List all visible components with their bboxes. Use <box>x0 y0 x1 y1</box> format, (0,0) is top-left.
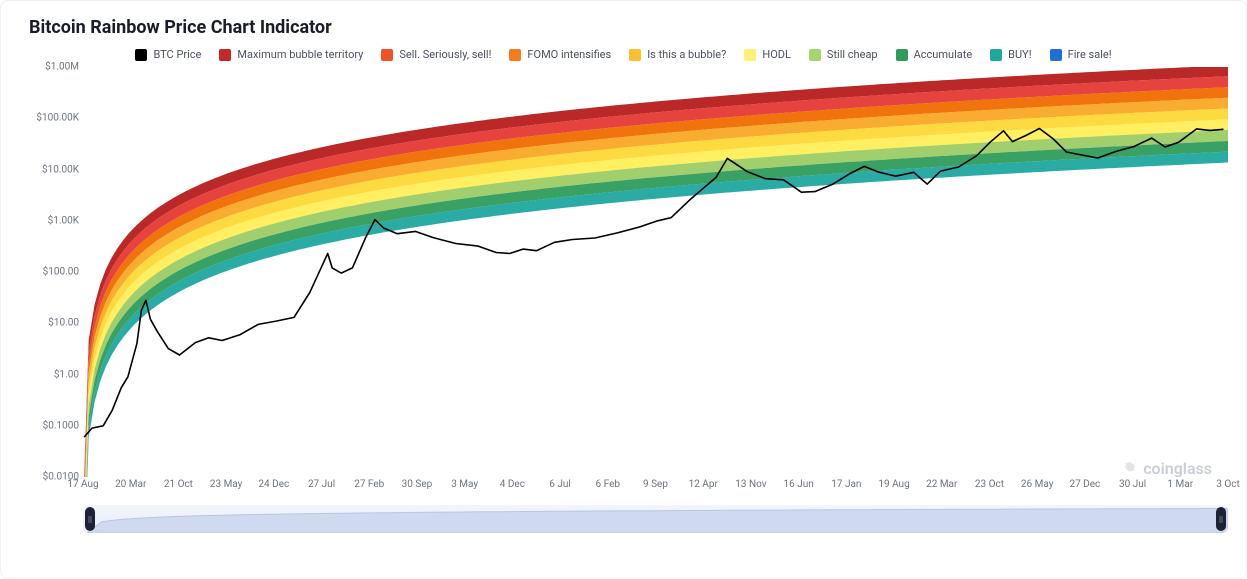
plot-area: $0.0100$0.1000$1.00$10.00$100.00$1.00K$1… <box>19 67 1228 477</box>
legend-swatch <box>219 49 231 61</box>
x-tick-label: 3 Oct <box>1216 479 1240 490</box>
x-tick-label: 30 Sep <box>402 479 433 490</box>
y-tick-label: $1.00K <box>48 215 79 226</box>
legend-item[interactable]: BTC Price <box>135 48 201 61</box>
x-tick-label: 27 Jul <box>308 479 335 490</box>
legend-label: Fire sale! <box>1068 48 1112 61</box>
logo-icon <box>1119 460 1137 478</box>
brush-handle-left[interactable]: || <box>85 507 95 531</box>
plot-canvas[interactable] <box>83 67 1228 477</box>
legend-swatch <box>896 49 908 61</box>
watermark-text: coinglass <box>1143 459 1212 478</box>
x-tick-label: 9 Sep <box>643 479 668 490</box>
legend-label: Maximum bubble territory <box>237 48 363 61</box>
legend-swatch <box>629 49 641 61</box>
x-tick-label: 6 Jul <box>549 479 571 490</box>
legend-item[interactable]: HODL <box>744 48 791 61</box>
x-tick-label: 22 Mar <box>926 479 957 490</box>
x-tick-label: 27 Dec <box>1069 479 1100 490</box>
legend-label: Sell. Seriously, sell! <box>399 48 491 61</box>
time-range-brush[interactable]: || || <box>83 505 1228 533</box>
legend-label: BTC Price <box>153 48 201 61</box>
y-tick-label: $100.00 <box>43 267 79 278</box>
legend-swatch <box>509 49 521 61</box>
legend-swatch <box>809 49 821 61</box>
x-tick-label: 13 Nov <box>735 479 766 490</box>
legend-swatch <box>135 49 147 61</box>
x-tick-label: 24 Dec <box>258 479 289 490</box>
x-tick-label: 16 Jun <box>783 479 813 490</box>
legend-swatch <box>744 49 756 61</box>
legend-swatch <box>990 49 1002 61</box>
y-tick-label: $100.00K <box>36 113 79 124</box>
brush-overview-area <box>83 509 1228 534</box>
legend-item[interactable]: Fire sale! <box>1050 48 1112 61</box>
legend-item[interactable]: Maximum bubble territory <box>219 48 363 61</box>
legend-label: HODL <box>762 48 791 61</box>
x-tick-label: 26 May <box>1021 479 1054 490</box>
chart-title: Bitcoin Rainbow Price Chart Indicator <box>1 11 1246 42</box>
x-tick-label: 6 Feb <box>596 479 620 490</box>
x-tick-label: 17 Aug <box>67 479 98 490</box>
x-tick-label: 1 Mar <box>1167 479 1193 490</box>
x-tick-label: 4 Dec <box>500 479 525 490</box>
legend-item[interactable]: Accumulate <box>896 48 973 61</box>
x-tick-label: 27 Feb <box>354 479 384 490</box>
legend-label: Still cheap <box>827 48 878 61</box>
legend-label: BUY! <box>1008 48 1031 61</box>
brush-handle-right[interactable]: || <box>1216 507 1226 531</box>
x-tick-label: 23 May <box>210 479 243 490</box>
legend-item[interactable]: Is this a bubble? <box>629 48 726 61</box>
x-tick-label: 17 Jan <box>831 479 861 490</box>
x-tick-label: 20 Mar <box>115 479 146 490</box>
y-tick-label: $10.00K <box>42 164 79 175</box>
chart-card: Bitcoin Rainbow Price Chart Indicator BT… <box>0 0 1247 579</box>
y-tick-label: $1.00 <box>54 369 79 380</box>
y-axis-labels: $0.0100$0.1000$1.00$10.00$100.00$1.00K$1… <box>19 67 83 477</box>
x-tick-label: 3 May <box>451 479 478 490</box>
legend-label: Is this a bubble? <box>647 48 726 61</box>
x-tick-label: 23 Oct <box>975 479 1004 490</box>
legend: BTC Price Maximum bubble territory Sell. S… <box>1 42 1246 63</box>
y-tick-label: $10.00 <box>48 318 79 329</box>
legend-item[interactable]: Still cheap <box>809 48 878 61</box>
y-tick-label: $1.00M <box>45 62 79 73</box>
legend-item[interactable]: Sell. Seriously, sell! <box>381 48 491 61</box>
watermark: coinglass <box>1119 459 1212 478</box>
legend-swatch <box>381 49 393 61</box>
legend-swatch <box>1050 49 1062 61</box>
x-tick-label: 12 Apr <box>689 479 718 490</box>
x-tick-label: 30 Jul <box>1119 479 1146 490</box>
y-tick-label: $0.1000 <box>43 420 79 431</box>
legend-item[interactable]: FOMO intensifies <box>509 48 611 61</box>
x-tick-label: 21 Oct <box>164 479 193 490</box>
legend-label: Accumulate <box>914 48 973 61</box>
legend-item[interactable]: BUY! <box>990 48 1031 61</box>
legend-label: FOMO intensifies <box>527 48 611 61</box>
x-tick-label: 19 Aug <box>878 479 909 490</box>
x-axis-labels: 17 Aug20 Mar21 Oct23 May24 Dec27 Jul27 F… <box>83 479 1228 495</box>
